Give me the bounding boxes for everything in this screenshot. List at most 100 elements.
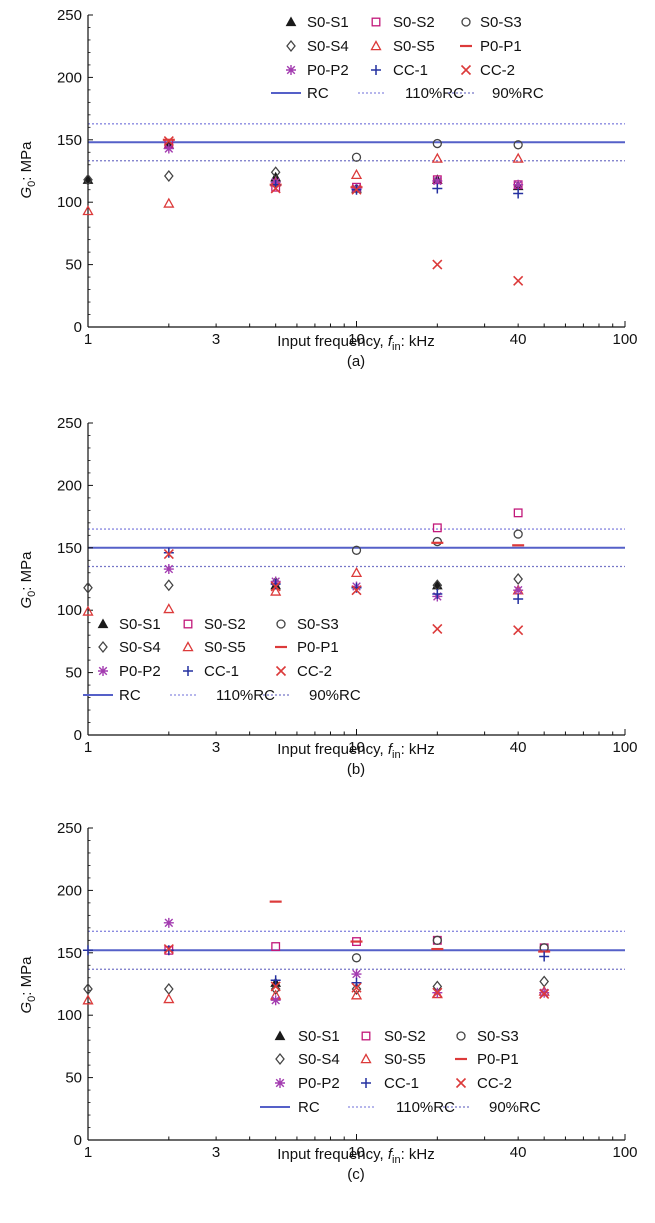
series-s0-s3 <box>351 935 549 963</box>
y-axis-label-unit: : MPa <box>18 956 35 996</box>
panel-b: 0 50 100 150 200 250 1 3 10 40 100 Input frequency,… <box>18 415 638 778</box>
x-axis-label-main: Input frequency, <box>277 741 388 758</box>
legend-label: 90%RC <box>309 687 361 704</box>
legend-label: S0-S1 <box>307 14 349 31</box>
series-s0-s2 <box>432 508 523 533</box>
y-tick-label: 0 <box>74 727 82 744</box>
legend-label: CC-1 <box>204 663 239 680</box>
series-s0-s3 <box>351 529 523 555</box>
data-point <box>512 152 524 163</box>
x-axis-label-sub: in <box>392 1154 401 1166</box>
panel-label: (a) <box>347 353 365 370</box>
legend-marker <box>461 17 471 27</box>
legend: S0-S1 S0-S2 S0-S3 S0-S4 S0-S5 P0-P1 P0-P2 CC-1 C… <box>260 1028 541 1116</box>
legend-label: 110%RC <box>405 85 464 102</box>
legend-marker <box>360 1053 372 1064</box>
legend-label: S0-S4 <box>119 639 161 656</box>
data-point <box>432 259 443 270</box>
data-point <box>270 581 281 592</box>
x-tick-label: 100 <box>612 331 637 348</box>
series-cc-2 <box>163 548 524 636</box>
legend-marker <box>361 1078 371 1088</box>
legend-label: CC-2 <box>297 663 332 680</box>
legend-marker <box>276 619 286 629</box>
y-tick-label: 100 <box>57 1007 82 1024</box>
data-point <box>270 982 281 996</box>
data-point <box>163 982 174 996</box>
x-tick-label: 100 <box>612 739 637 756</box>
x-axis-label-sub: in <box>392 749 401 761</box>
series-s0-s2 <box>164 139 523 192</box>
data-point <box>539 975 550 988</box>
data-point <box>163 197 175 208</box>
y-tick-label: 50 <box>65 665 82 682</box>
legend-marker <box>370 40 382 51</box>
data-point <box>513 275 524 286</box>
data-point <box>82 994 94 1005</box>
legend-label: 90%RC <box>489 1099 541 1116</box>
legend-label: S0-S1 <box>298 1028 340 1045</box>
legend-marker <box>274 1030 286 1041</box>
data-point <box>513 508 523 518</box>
data-point <box>351 184 362 195</box>
legend-marker <box>275 1052 285 1066</box>
legend-label: S0-S2 <box>393 14 435 31</box>
y-axis-label: G0: MPa <box>18 956 38 1014</box>
data-point <box>163 564 174 575</box>
y-tick-label: 150 <box>57 540 82 557</box>
y-axis-label-g: G <box>18 1001 35 1013</box>
x-axis-label-main: Input frequency, <box>277 1146 388 1163</box>
x-axis-label-unit: : kHz <box>401 333 435 350</box>
legend-marker <box>460 64 472 76</box>
y-axis-label-sub: 0 <box>26 996 38 1002</box>
data-point <box>539 987 550 998</box>
data-point <box>351 545 362 555</box>
legend-label: S0-S1 <box>119 616 161 633</box>
y-axis-label: G0: MPa <box>18 141 38 199</box>
legend-label: S0-S4 <box>298 1051 340 1068</box>
y-tick-label: 250 <box>57 820 82 837</box>
data-point <box>513 529 523 539</box>
series-p0-p2 <box>163 564 524 602</box>
series-s0-s3 <box>351 138 523 162</box>
data-point <box>432 183 443 194</box>
data-point <box>163 548 174 560</box>
data-point <box>270 585 282 596</box>
data-point <box>82 605 94 616</box>
legend-label: P0-P2 <box>307 62 349 79</box>
legend-label: S0-S3 <box>477 1028 519 1045</box>
series-cc-1 <box>83 945 550 988</box>
data-point <box>432 138 442 149</box>
series-s0-s1 <box>82 139 524 193</box>
legend-label: RC <box>307 85 329 102</box>
data-point <box>432 175 443 186</box>
panel-label: (b) <box>347 761 365 778</box>
x-axis-label-f: f <box>388 1146 394 1163</box>
legend-label: 110%RC <box>396 1099 455 1116</box>
legend-marker <box>286 39 296 53</box>
panel-a: 0 50 100 150 200 250 1 3 10 40 100 Input frequency,… <box>18 7 638 370</box>
data-point <box>351 969 362 980</box>
data-point <box>351 977 362 988</box>
legend-label: S0-S5 <box>384 1051 426 1068</box>
series-p0-p1 <box>162 138 363 189</box>
legend-label: CC-2 <box>480 62 515 79</box>
data-point <box>83 581 93 594</box>
data-point <box>163 547 174 558</box>
x-tick-label: 3 <box>212 739 220 756</box>
series-p0-p1 <box>269 900 551 953</box>
y-tick-label: 50 <box>65 1070 82 1087</box>
panel-c: 0 50 100 150 200 250 1 3 10 40 100 Input frequency,… <box>18 820 638 1183</box>
data-point <box>513 585 524 596</box>
y-axis-label: G0: MPa <box>18 551 38 609</box>
legend-marker <box>456 1031 466 1041</box>
data-point <box>270 183 281 194</box>
data-point <box>432 987 443 998</box>
data-point <box>351 982 362 996</box>
y-tick-label: 200 <box>57 882 82 899</box>
data-point <box>270 981 281 992</box>
y-tick-label: 0 <box>74 1132 82 1149</box>
data-point <box>431 152 443 163</box>
data-point <box>351 982 362 993</box>
